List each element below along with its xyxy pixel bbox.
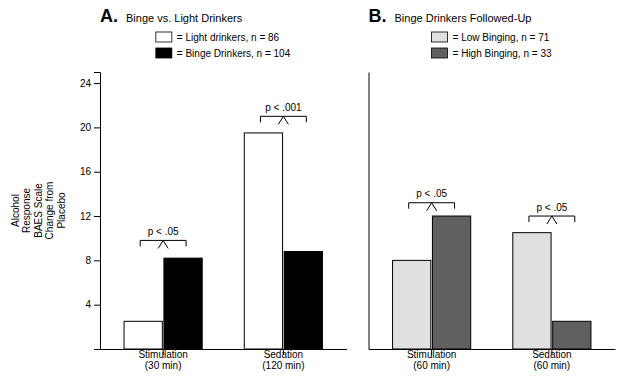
x-tick-label-line: (30 min) <box>145 360 182 371</box>
bracket <box>529 216 575 224</box>
y-tick-label: 20 <box>80 122 92 133</box>
x-tick-label-line: Stimulation <box>407 349 456 360</box>
bar <box>164 258 202 349</box>
title: B. <box>369 6 387 26</box>
legend-item: = Light drinkers, n = 86 <box>156 32 280 43</box>
y-tick: 16 <box>80 166 100 177</box>
subtitle: Binge Drinkers Followed-Up <box>395 12 532 24</box>
x-tick-label-line: (120 min) <box>262 360 304 371</box>
x-tick: Sedation(60 min) <box>532 349 571 371</box>
annotations: p < .05 p < .05 <box>409 188 575 224</box>
legend-label: = Light drinkers, n = 86 <box>177 32 280 43</box>
bars <box>124 133 322 349</box>
legend-swatch <box>156 48 172 58</box>
x-tick-label: Stimulation(30 min) <box>138 349 187 371</box>
x-axis: Stimulation(30 min) Sedation(120 min) <box>101 349 348 371</box>
legend-item: = Binge Drinkers, n = 104 <box>156 48 291 59</box>
x-tick-label: Sedation(60 min) <box>532 349 571 371</box>
legend-swatch <box>156 32 172 42</box>
y-axis-line <box>94 73 101 350</box>
x-tick-label-line: Stimulation <box>138 349 187 360</box>
y-axis <box>368 73 370 350</box>
legend: = Light drinkers, n = 86 = Binge Drinkers… <box>156 32 291 59</box>
annotation: p < .05 <box>536 202 567 213</box>
annotations: p < .05 p < .001 <box>140 102 306 249</box>
y-axis-title-line: Alcohol <box>10 194 21 227</box>
legend-label: = Low Binging, n = 71 <box>453 32 550 43</box>
x-tick-label-line: Sedation <box>532 349 571 360</box>
annotation: p < .05 <box>148 226 179 237</box>
y-tick-label: 24 <box>80 78 92 89</box>
panel: 4 8 12 16 20 24 Stimulation(30 min) Sedation(12… <box>10 6 348 371</box>
x-tick-label-line: Sedation <box>264 349 303 360</box>
annotation: p < .05 <box>416 188 447 199</box>
x-tick-label-line: (60 min) <box>413 360 450 371</box>
legend-item: = Low Binging, n = 71 <box>432 32 550 43</box>
y-tick: 8 <box>85 255 100 266</box>
bracket <box>260 116 306 124</box>
y-tick: 20 <box>80 122 100 133</box>
title: A. <box>100 6 118 26</box>
legend-swatch <box>432 48 448 58</box>
bars <box>393 216 591 349</box>
title-row: A. Binge vs. Light Drinkers <box>100 6 243 26</box>
subtitle: Binge vs. Light Drinkers <box>126 12 243 24</box>
legend-item: = High Binging, n = 33 <box>432 48 552 59</box>
x-tick-label: Sedation(120 min) <box>262 349 304 371</box>
y-axis-title-line: BAES Scale <box>33 183 44 238</box>
y-tick-mark <box>94 127 100 128</box>
bar <box>284 251 322 349</box>
y-tick-mark <box>94 305 100 306</box>
y-tick-label: 4 <box>85 299 91 310</box>
x-tick: Stimulation(30 min) <box>138 349 187 371</box>
y-axis-line <box>369 73 370 350</box>
y-tick-mark <box>94 260 100 261</box>
y-tick-mark <box>94 83 100 84</box>
y-axis-title: AlcoholResponseBAES ScaleChange fromPlac… <box>10 182 67 240</box>
y-axis: 4 8 12 16 20 24 <box>80 73 101 350</box>
bracket <box>409 203 455 211</box>
x-tick-label: Stimulation(60 min) <box>407 349 456 371</box>
legend-label: = Binge Drinkers, n = 104 <box>177 48 291 59</box>
bar <box>244 133 282 349</box>
y-axis-title-line: Placebo <box>56 192 67 229</box>
legend-label: = High Binging, n = 33 <box>453 48 552 59</box>
y-axis-title-line: Response <box>21 188 32 233</box>
x-tick-label-line: (60 min) <box>534 360 571 371</box>
legend-swatch <box>432 32 448 42</box>
panel: Stimulation(60 min)Sedation(60 min)p < .… <box>369 6 616 371</box>
bar <box>393 260 431 349</box>
x-tick: Stimulation(60 min) <box>407 349 456 371</box>
bracket <box>140 240 186 248</box>
title-row: B. Binge Drinkers Followed-Up <box>369 6 532 26</box>
y-tick: 4 <box>85 299 100 310</box>
y-tick-mark <box>94 172 100 173</box>
bar <box>124 321 162 349</box>
bar <box>553 321 591 349</box>
y-tick: 24 <box>80 78 100 89</box>
chart-root: 4812162024Stimulation(30 min)Sedation(12… <box>0 0 630 391</box>
legend: = Low Binging, n = 71 = High Binging, n =… <box>432 32 552 59</box>
bar <box>513 233 551 349</box>
bar <box>432 216 470 349</box>
y-tick-label: 16 <box>80 166 92 177</box>
figure: 4812162024Stimulation(30 min)Sedation(12… <box>0 0 630 391</box>
y-axis-title-line: Change from <box>44 182 55 240</box>
y-tick: 12 <box>80 211 100 222</box>
y-tick-mark <box>94 216 100 217</box>
y-tick-label: 8 <box>85 255 91 266</box>
x-tick: Sedation(120 min) <box>262 349 304 371</box>
annotation: p < .001 <box>265 102 302 113</box>
x-axis: Stimulation(60 min)Sedation(60 min) <box>369 349 616 371</box>
y-tick-label: 12 <box>80 211 92 222</box>
